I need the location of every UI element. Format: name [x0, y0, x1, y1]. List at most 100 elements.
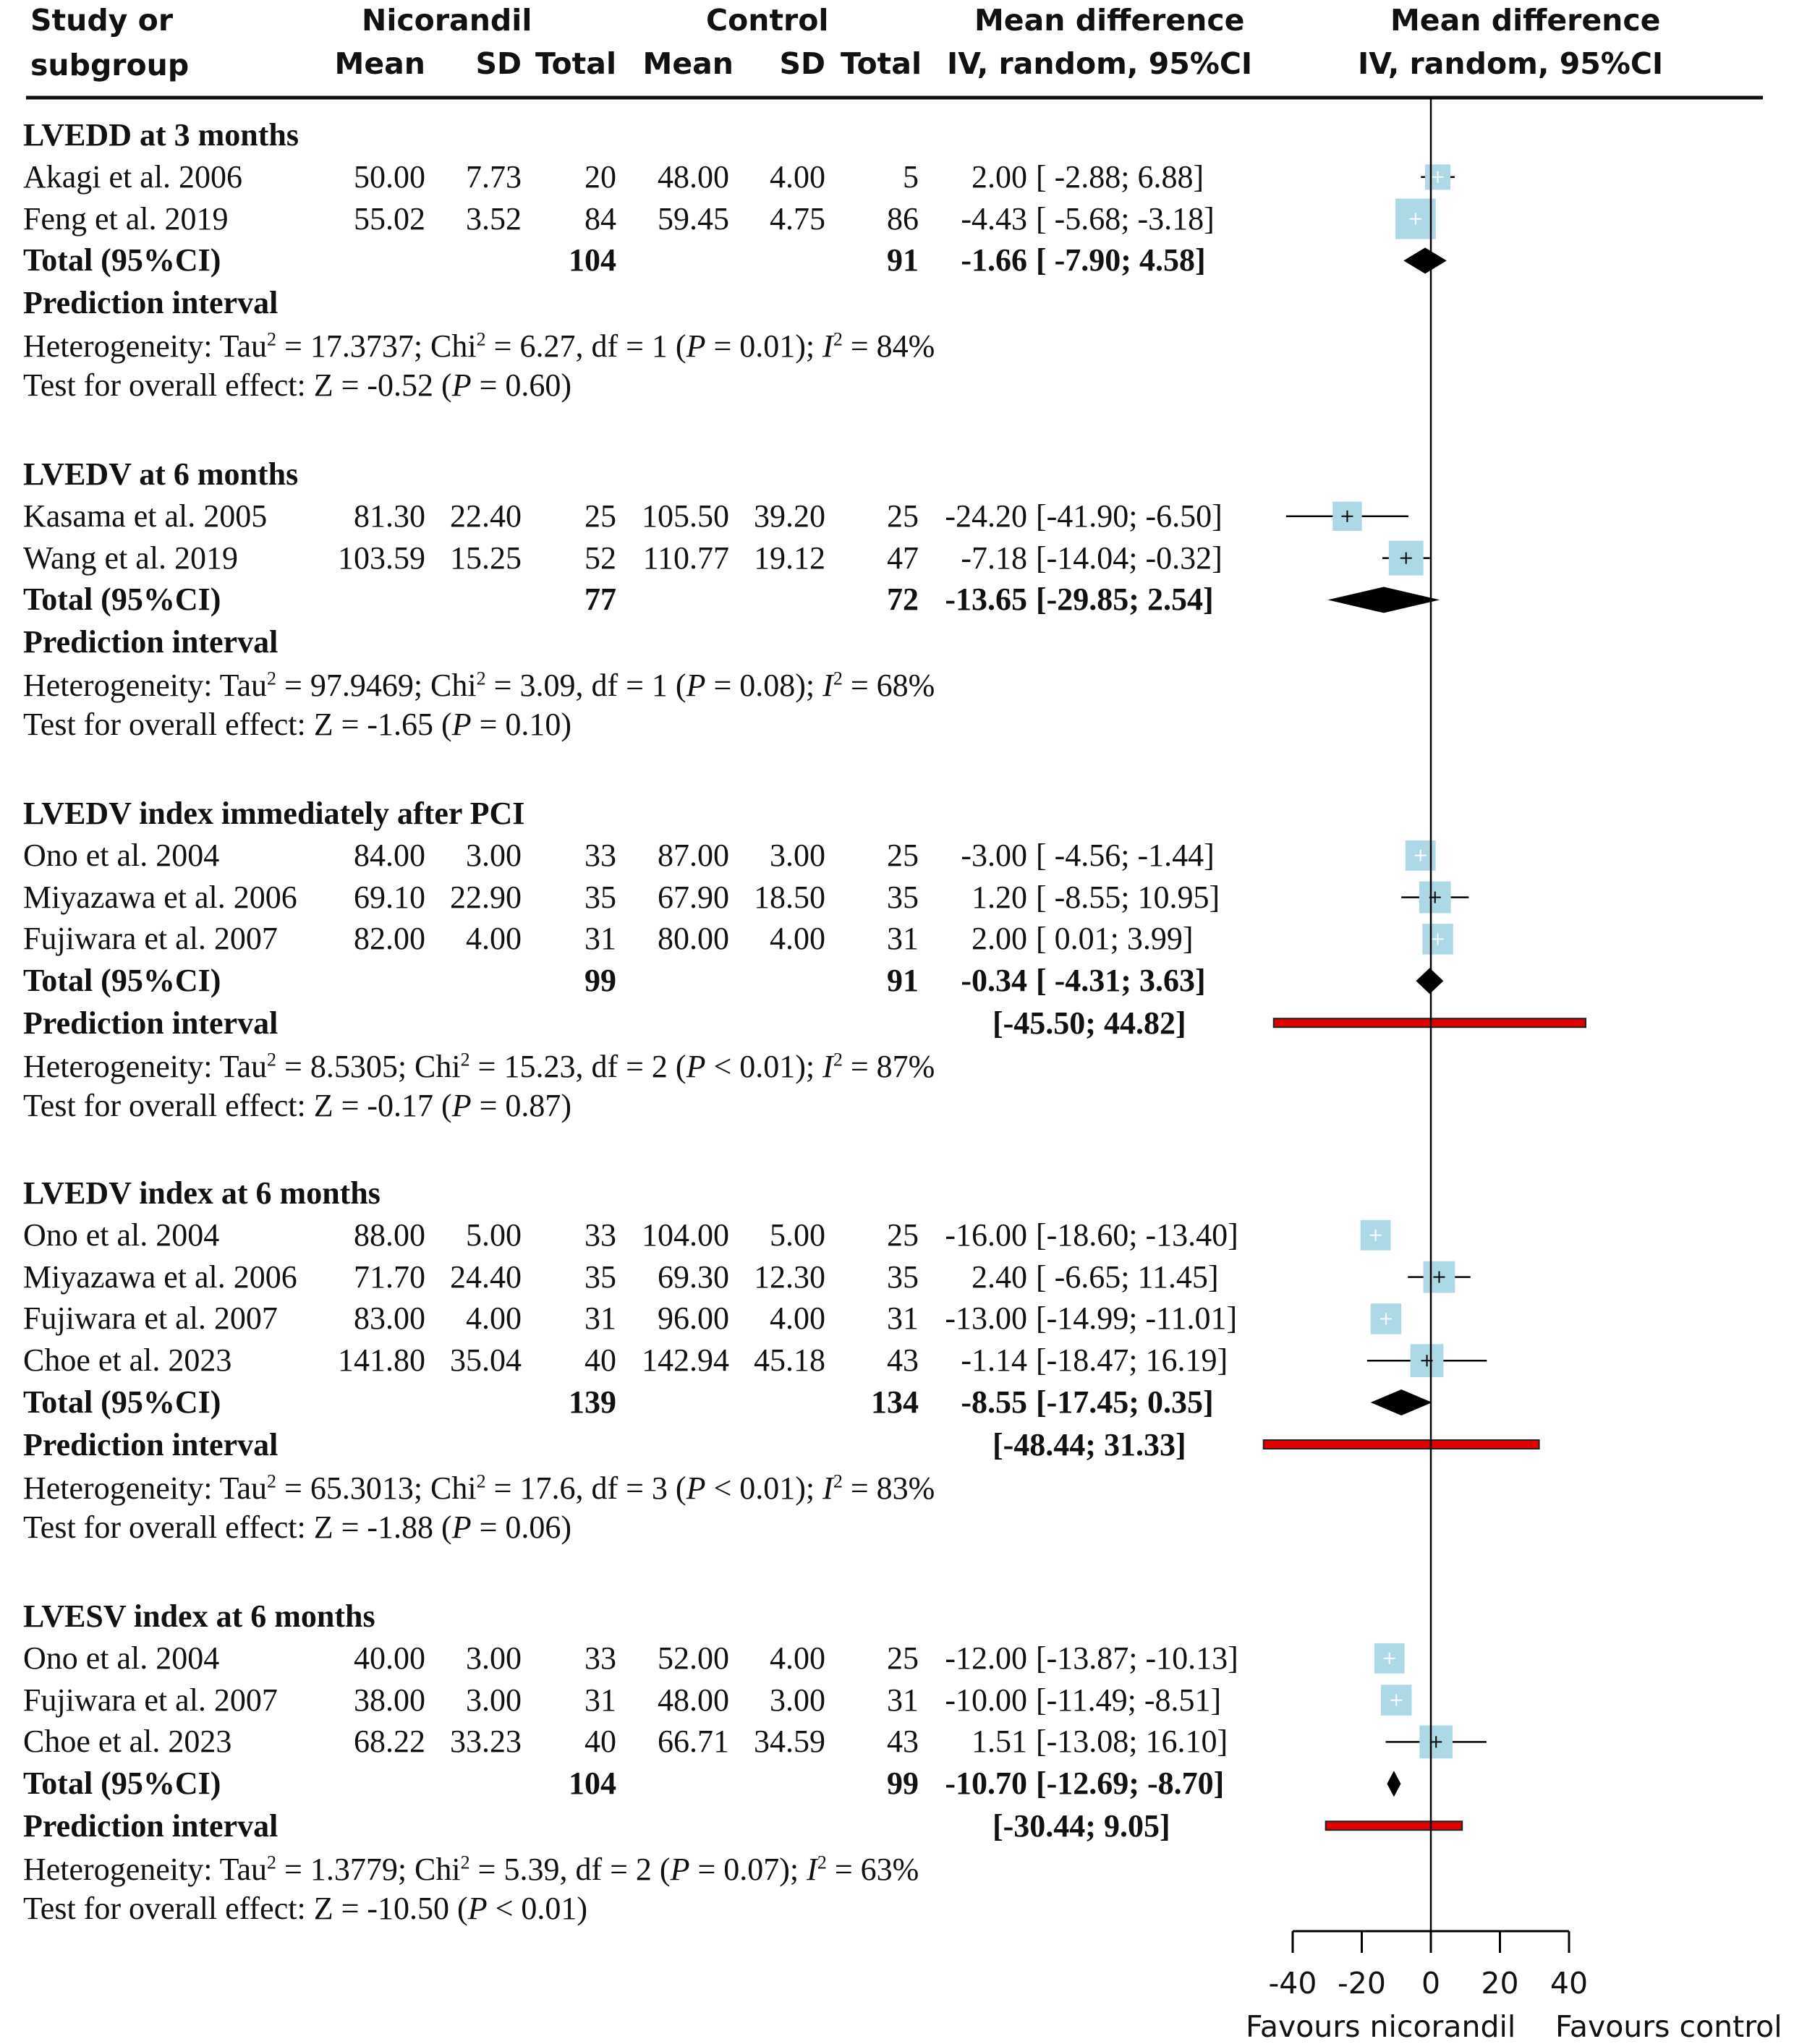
p-value: 0.01	[739, 328, 796, 365]
overall-effect-test: Test for overall effect: Z = -0.17 (P = …	[23, 1088, 572, 1124]
study-c-sd: 4.00	[770, 158, 825, 195]
heterogeneity: Heterogeneity: Tau2 = 8.5305; Chi2 = 15.…	[23, 1049, 935, 1085]
study-n-mean: 82.00	[354, 921, 425, 957]
test-prefix: Test for overall effect: Z =	[23, 1891, 367, 1927]
sup-2: 2	[266, 1049, 276, 1070]
study-ci: [ -8.55; 10.95]	[1036, 879, 1220, 915]
header-plot-title: Mean difference	[1390, 3, 1661, 38]
study-n-total: 33	[584, 1217, 616, 1253]
subgroup-title: LVEDV at 6 months	[23, 456, 299, 492]
prediction-interval-bar	[1325, 1821, 1463, 1831]
prediction-label: Prediction interval	[23, 1808, 279, 1844]
prediction-label: Prediction interval	[23, 1427, 279, 1462]
overall-effect-test: Test for overall effect: Z = -1.88 (P = …	[23, 1509, 572, 1545]
heterogeneity: Heterogeneity: Tau2 = 17.3737; Chi2 = 6.…	[23, 328, 935, 365]
study-c-mean: 48.00	[658, 1682, 729, 1718]
total-md: -8.55	[961, 1384, 1027, 1420]
chi2-value: 3.09	[519, 668, 576, 704]
sup-2: 2	[476, 668, 486, 689]
study-c-sd: 3.00	[770, 1682, 825, 1718]
study-n-mean: 88.00	[354, 1217, 425, 1253]
prediction-label: Prediction interval	[23, 1005, 279, 1042]
study-n-mean: 71.70	[354, 1259, 425, 1295]
prediction-interval-bar	[1262, 1439, 1540, 1449]
study-n-total: 31	[584, 921, 616, 957]
sup-2: 2	[476, 1470, 486, 1492]
i-symbol: I	[822, 328, 833, 365]
study-c-mean: 48.00	[658, 158, 729, 195]
x-tick-label: 0	[1421, 1966, 1441, 2001]
df-value: 2	[651, 1049, 668, 1085]
pooled-diamond	[1387, 1771, 1401, 1797]
total-n-control: 134	[871, 1384, 919, 1420]
prediction-label: Prediction interval	[23, 285, 279, 321]
p-symbol: P	[686, 1049, 706, 1085]
p-symbol: P	[467, 1891, 488, 1927]
total-label: Total (95%CI)	[23, 242, 221, 278]
header-subgroup: subgroup	[30, 48, 190, 82]
overall-effect-test: Test for overall effect: Z = -10.50 (P <…	[23, 1891, 588, 1927]
study-name: Fujiwara et al. 2007	[23, 921, 278, 957]
study-n-mean: 55.02	[354, 200, 425, 237]
study-name: Wang et al. 2019	[23, 540, 239, 576]
prediction-ci: [-48.44; 31.33]	[992, 1427, 1186, 1462]
header-md-method: IV, random, 95%CI	[947, 46, 1253, 81]
i2-value: 63%	[860, 1852, 919, 1888]
total-n-nicorandil: 104	[569, 1766, 616, 1802]
p-operator: =	[479, 1509, 498, 1545]
chi2-value: 15.23	[503, 1049, 576, 1085]
p-value: 0.01	[739, 1470, 796, 1506]
study-n-mean: 83.00	[354, 1300, 425, 1337]
chi2-value: 17.6	[519, 1470, 576, 1506]
total-n-nicorandil: 139	[569, 1384, 616, 1420]
p-operator: =	[479, 707, 498, 743]
p-symbol: P	[686, 668, 706, 704]
study-name: Fujiwara et al. 2007	[23, 1682, 278, 1718]
study-ci: [-14.99; -11.01]	[1036, 1300, 1238, 1337]
sup-2: 2	[833, 328, 843, 350]
study-n-total: 35	[584, 879, 616, 915]
study-c-mean: 142.94	[642, 1342, 729, 1379]
study-c-total: 43	[887, 1342, 919, 1379]
test-prefix: Test for overall effect: Z =	[23, 1088, 367, 1124]
z-value: -0.17	[367, 1088, 434, 1124]
study-c-sd: 4.00	[770, 1640, 825, 1676]
study-c-sd: 4.00	[770, 1300, 825, 1337]
study-ci: [-18.47; 16.19]	[1036, 1342, 1228, 1379]
sup-2: 2	[833, 1049, 843, 1070]
total-n-nicorandil: 104	[569, 242, 616, 278]
study-n-total: 33	[584, 837, 616, 873]
study-c-sd: 3.00	[770, 837, 825, 873]
study-ci: [ -4.56; -1.44]	[1036, 837, 1215, 873]
p-value: 0.60	[505, 367, 561, 404]
study-md: 1.20	[972, 879, 1027, 915]
heterogeneity: Heterogeneity: Tau2 = 65.3013; Chi2 = 17…	[23, 1470, 935, 1506]
study-c-mean: 110.77	[642, 540, 729, 576]
z-value: -10.50	[367, 1891, 450, 1927]
p-value: 0.87	[505, 1088, 561, 1124]
pooled-diamond	[1327, 587, 1440, 613]
i-symbol: I	[822, 1049, 833, 1085]
study-md: -7.18	[961, 540, 1027, 576]
chi2-value: 5.39	[503, 1852, 560, 1888]
study-name: Choe et al. 2023	[23, 1342, 232, 1379]
study-n-total: 35	[584, 1259, 616, 1295]
study-name: Ono et al. 2004	[23, 1640, 220, 1676]
i2-value: 68%	[876, 668, 935, 704]
study-c-mean: 66.71	[658, 1724, 729, 1760]
i-symbol: I	[807, 1852, 817, 1888]
study-c-total: 5	[903, 158, 919, 195]
total-ci: [-29.85; 2.54]	[1036, 582, 1214, 618]
sup-2: 2	[266, 1470, 276, 1492]
pooled-diamond	[1370, 1389, 1432, 1415]
df-value: 3	[651, 1470, 668, 1506]
study-ci: [ -6.65; 11.45]	[1036, 1259, 1219, 1295]
total-ci: [ -7.90; 4.58]	[1036, 242, 1206, 278]
study-c-mean: 69.30	[658, 1259, 729, 1295]
total-label: Total (95%CI)	[23, 963, 221, 999]
x-tick-label: 40	[1549, 1966, 1589, 2001]
tau2-value: 8.5305	[310, 1049, 398, 1085]
sup-2: 2	[476, 328, 486, 350]
df-value: 1	[651, 668, 668, 704]
